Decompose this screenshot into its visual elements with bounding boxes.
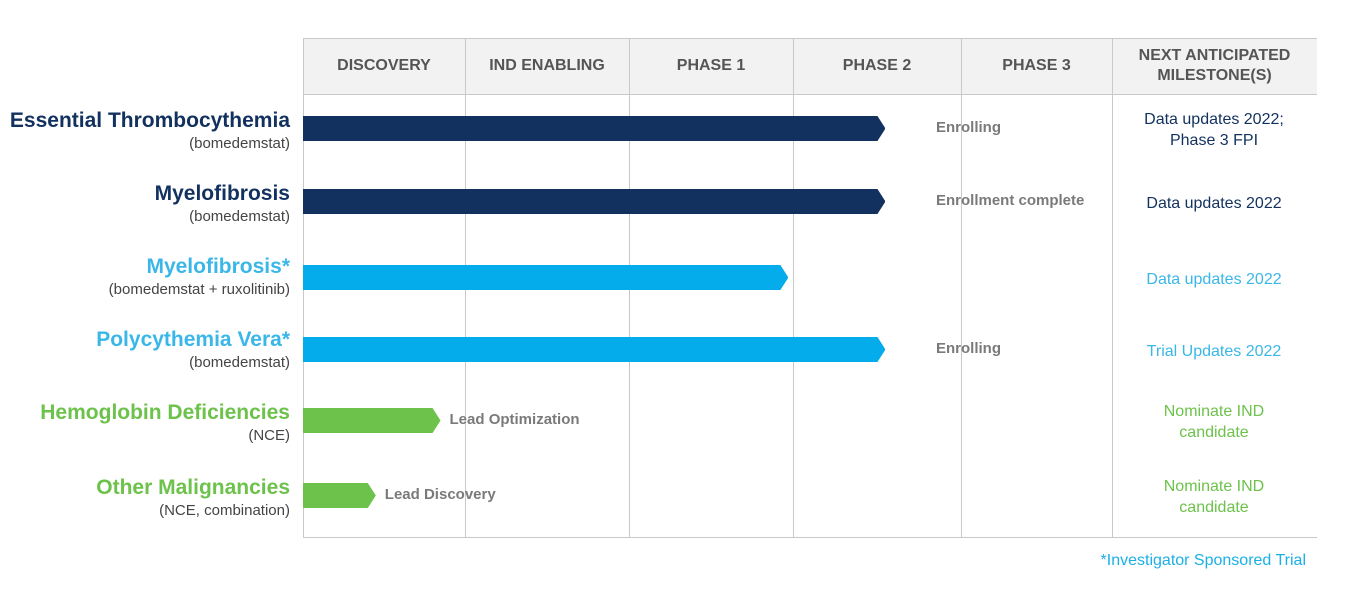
column-header-2: PHASE 1 — [629, 38, 793, 94]
milestone-text: Data updates 2022 — [1146, 194, 1282, 212]
milestone-text: Nominate IND candidate — [1163, 403, 1265, 441]
column-header-5: NEXT ANTICIPATED MILESTONE(S) — [1112, 38, 1317, 94]
row-divider — [303, 537, 1317, 538]
progress-bar — [303, 265, 788, 290]
compound-name: (bomedemstat) — [189, 354, 290, 371]
compound-name: (bomedemstat + ruxolitinib) — [108, 281, 290, 298]
milestone-text: Nominate IND candidate — [1163, 478, 1265, 516]
footnote: *Investigator Sponsored Trial — [1100, 552, 1306, 569]
column-divider — [1112, 38, 1113, 537]
indication-name: Essential Thrombocythemia — [9, 109, 290, 132]
compound-name: (bomedemstat) — [189, 208, 290, 225]
milestone-text: Data updates 2022; Phase 3 FPI — [1144, 111, 1284, 149]
indication-name: Myelofibrosis* — [146, 255, 290, 278]
status-label: Enrollment complete — [936, 192, 1085, 209]
row-divider — [303, 38, 1317, 39]
progress-bar — [303, 337, 885, 362]
column-header-1: IND ENABLING — [465, 38, 629, 94]
status-label: Lead Discovery — [384, 486, 496, 503]
progress-bar — [303, 483, 376, 508]
column-divider — [961, 38, 962, 537]
column-header-4: PHASE 3 — [961, 38, 1112, 94]
progress-bar — [303, 116, 885, 141]
indication-label: Myelofibrosis* (bomedemstat + ruxolitinib… — [109, 254, 290, 300]
indication-label: Myelofibrosis (bomedemstat) — [155, 181, 290, 227]
compound-name: (bomedemstat) — [189, 135, 290, 152]
compound-name: (NCE, combination) — [159, 502, 290, 519]
row-divider — [303, 94, 1317, 95]
progress-bar — [303, 189, 885, 214]
column-divider — [793, 38, 794, 537]
indication-label: Polycythemia Vera* (bomedemstat) — [96, 327, 290, 373]
compound-name: (NCE) — [248, 427, 290, 444]
indication-label: Other Malignancies (NCE, combination) — [96, 475, 290, 521]
column-header-3: PHASE 2 — [793, 38, 961, 94]
status-label: Enrolling — [936, 340, 1001, 357]
indication-label: Hemoglobin Deficiencies (NCE) — [40, 400, 290, 446]
indication-label: Essential Thrombocythemia (bomedemstat) — [10, 108, 290, 154]
milestone-text: Data updates 2022 — [1146, 270, 1282, 288]
indication-name: Other Malignancies — [96, 476, 290, 499]
indication-name: Myelofibrosis — [154, 182, 290, 205]
indication-name: Polycythemia Vera* — [96, 328, 290, 351]
milestone-text: Trial Updates 2022 — [1146, 342, 1282, 360]
status-label: Lead Optimization — [449, 411, 580, 428]
progress-bar — [303, 408, 441, 433]
status-label: Enrolling — [936, 119, 1001, 136]
column-header-0: DISCOVERY — [303, 38, 465, 94]
indication-name: Hemoglobin Deficiencies — [40, 401, 290, 424]
